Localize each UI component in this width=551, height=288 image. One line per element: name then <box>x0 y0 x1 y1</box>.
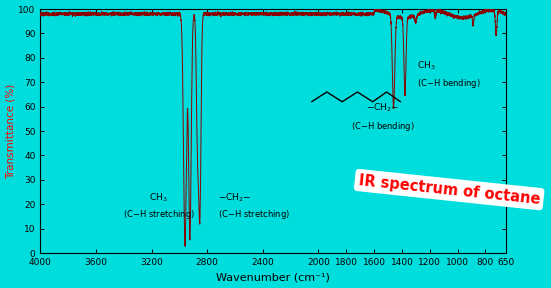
X-axis label: Wavenumber (cm⁻¹): Wavenumber (cm⁻¹) <box>217 272 330 283</box>
Y-axis label: Transmittance (%): Transmittance (%) <box>6 84 15 179</box>
Text: IR spectrum of octane: IR spectrum of octane <box>358 173 541 206</box>
Text: CH$_3$: CH$_3$ <box>417 60 436 73</box>
Text: $-$CH$_2$$-$: $-$CH$_2$$-$ <box>218 192 252 204</box>
Text: (C$-$H stretching): (C$-$H stretching) <box>218 208 290 221</box>
Text: (C$-$H bending): (C$-$H bending) <box>350 120 414 133</box>
Text: CH$_3$: CH$_3$ <box>149 192 168 204</box>
Text: $-$CH$_2$$-$: $-$CH$_2$$-$ <box>366 101 399 114</box>
Text: (C$-$H stretching): (C$-$H stretching) <box>123 208 195 221</box>
Text: (C$-$H bending): (C$-$H bending) <box>417 77 481 90</box>
